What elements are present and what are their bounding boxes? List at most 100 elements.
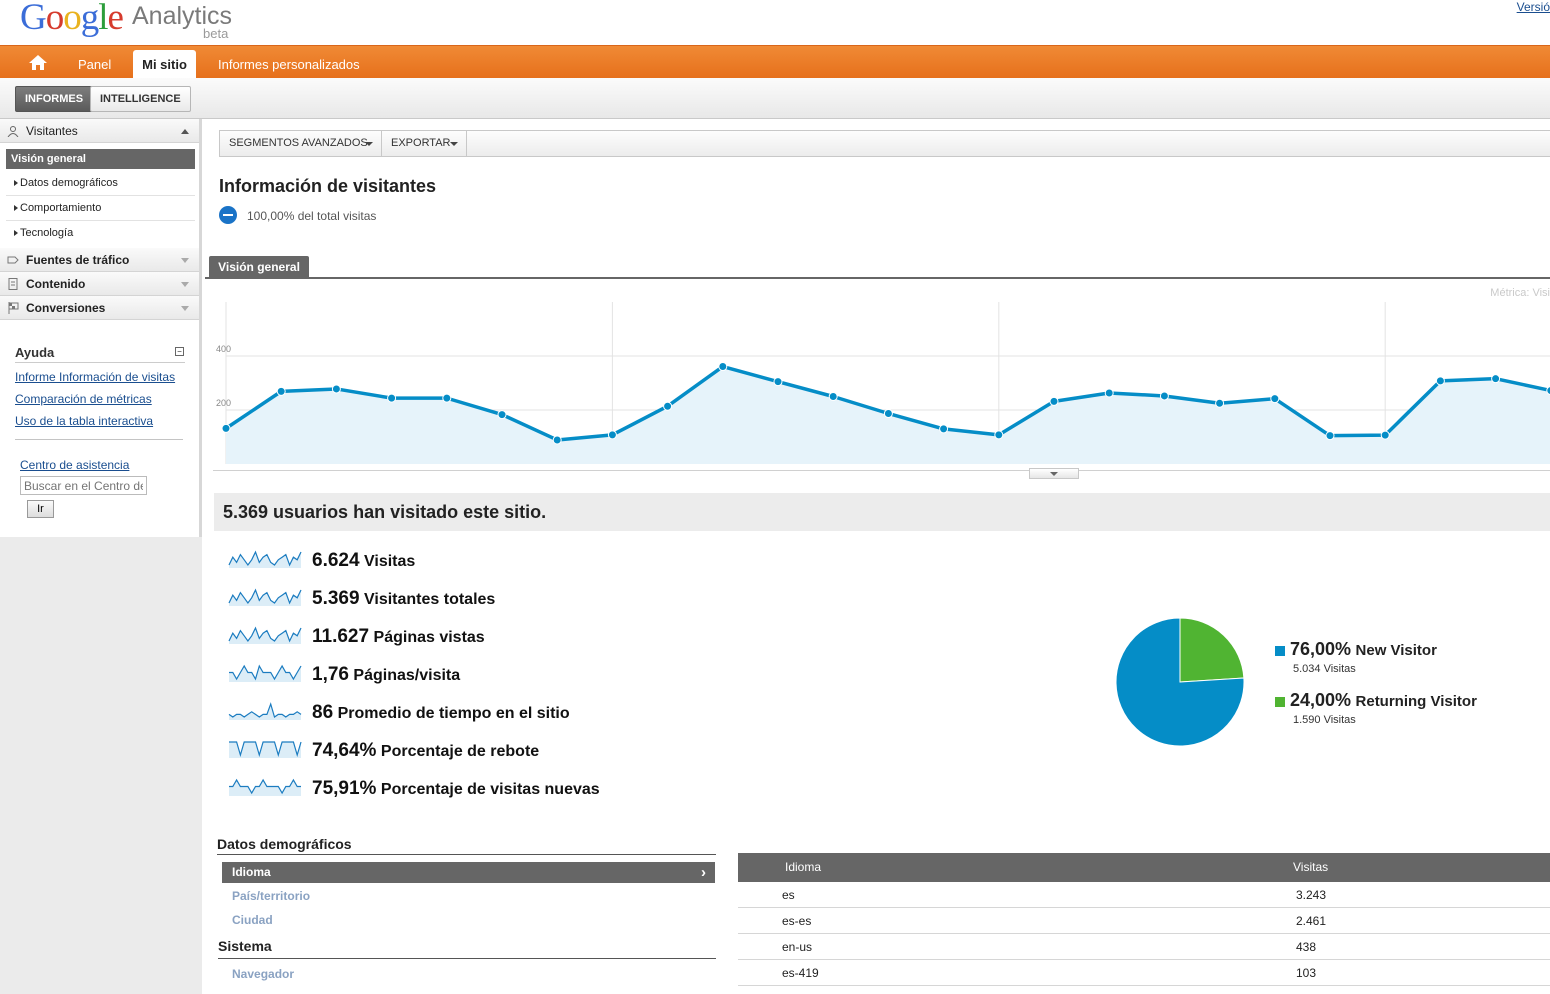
table-row[interactable]: en-us 438 [738,934,1550,960]
segmentos-avanzados-button[interactable]: SEGMENTOS AVANZADOS [220,131,382,156]
segment-pie-icon [219,206,237,224]
tab-informes[interactable]: INFORMES [15,86,94,112]
nav-mi-sitio[interactable]: Mi sitio [133,50,196,79]
sistema-navegador[interactable]: Navegador [232,967,295,981]
sidebar-section-contenido[interactable]: Contenido [0,272,199,296]
data-point[interactable] [1215,398,1225,408]
sparkline[interactable] [228,584,302,606]
sidebar: Visitantes Visión general Datos demográf… [0,119,202,994]
stat-number: 6.624 [312,550,360,571]
data-point[interactable] [276,386,286,396]
demographics-pais[interactable]: País/territorio [232,889,311,903]
sparkline-line [228,626,302,643]
data-point[interactable] [1270,394,1280,404]
sparkline[interactable] [228,774,302,796]
legend-name: New Visitor [1355,642,1437,659]
centro-asistencia-link[interactable]: Centro de asistencia [20,458,130,472]
stat-label: Porcentaje de rebote [376,743,540,760]
table-row[interactable]: es-419 103 [738,960,1550,986]
help-box: Ayuda − Informe Información de visitas C… [15,345,185,518]
google-logo[interactable]: Google [20,0,124,38]
pie-slice[interactable] [1179,617,1245,683]
sidebar-section-fuentes[interactable]: Fuentes de tráfico [0,248,199,272]
column-header-visitas[interactable]: Visitas [1293,860,1329,874]
stat-number: 86 [312,702,334,723]
sparkline[interactable] [228,698,302,720]
data-point[interactable] [1104,388,1114,398]
y-tick-label: 400 [216,344,231,354]
data-point[interactable] [331,384,341,394]
sparkline-fill [229,742,301,758]
flag-icon [8,302,19,314]
data-point[interactable] [663,401,673,411]
sidebar-section-label: Conversiones [26,301,106,315]
legend-swatch [1275,697,1285,707]
sparkline[interactable] [228,546,302,568]
sidebar-section-visitantes[interactable]: Visitantes [0,119,199,143]
sidebar-item-datos-demograficos[interactable]: Datos demográficos [6,171,195,196]
data-point[interactable] [773,377,783,387]
logo-beta-badge: beta [203,26,229,41]
data-point[interactable] [883,409,893,419]
data-point[interactable] [387,393,397,403]
sidebar-item-comportamiento[interactable]: Comportamiento [6,196,195,221]
data-point[interactable] [497,410,507,420]
sidebar-item-tecnologia[interactable]: Tecnología [6,221,195,246]
cell-idioma: es-es [782,914,812,928]
tab-divider [205,277,1550,279]
data-point[interactable] [221,423,231,433]
help-link-comparacion[interactable]: Comparación de métricas [15,392,152,406]
data-point[interactable] [939,424,949,434]
metric-selector[interactable]: Métrica: Visi [1490,287,1550,299]
data-point[interactable] [718,362,728,372]
sparkline[interactable] [228,660,302,682]
data-point[interactable] [552,435,562,445]
sub-nav: INFORMES INTELLIGENCE [0,78,1550,119]
stat-value: 74,64% Porcentaje de rebote [312,740,539,762]
help-link-informe[interactable]: Informe Información de visitas [15,370,176,384]
percent-of-total: 100,00% del total visitas [247,209,377,223]
sparkline[interactable] [228,736,302,758]
stat-value: 86 Promedio de tiempo en el sitio [312,702,570,724]
legend-name: Returning Visitor [1355,693,1477,710]
ir-button[interactable]: Ir [27,500,54,518]
data-point[interactable] [442,393,452,403]
table-row[interactable]: es 3.243 [738,882,1550,908]
tab-vision-general[interactable]: Visión general [209,256,309,278]
data-point[interactable] [828,392,838,401]
table-row[interactable]: es-es 2.461 [738,908,1550,934]
data-point[interactable] [1546,386,1550,395]
chart-resize-handle[interactable] [1029,468,1079,479]
version-link[interactable]: Versió [1516,0,1550,14]
data-point[interactable] [607,430,617,440]
divider [15,439,183,440]
nav-informes-personalizados[interactable]: Informes personalizados [218,57,360,72]
sidebar-section-conversiones[interactable]: Conversiones [0,296,199,320]
demographics-ciudad[interactable]: Ciudad [232,913,273,927]
cell-visitas: 103 [1296,966,1317,980]
pie-slice[interactable] [1115,617,1245,747]
column-header-idioma[interactable]: Idioma [785,860,822,874]
data-point[interactable] [1380,430,1390,440]
data-point[interactable] [994,430,1004,440]
data-point[interactable] [1435,376,1445,386]
sidebar-item-vision-general[interactable]: Visión general [6,149,195,169]
sparkline[interactable] [228,622,302,644]
data-point[interactable] [1491,374,1501,384]
minimize-icon[interactable]: − [175,347,184,356]
demographics-idioma[interactable]: Idioma › [222,862,715,883]
help-link-tabla[interactable]: Uso de la tabla interactiva [15,414,154,428]
legend-pct: 24,00% [1290,690,1352,710]
data-point[interactable] [1325,431,1335,441]
exportar-button[interactable]: EXPORTAR [382,131,467,156]
tab-intelligence[interactable]: INTELLIGENCE [90,86,191,112]
stat-value: 5.369 Visitantes totales [312,588,495,610]
expand-caret-icon [181,282,189,287]
help-search-input[interactable] [20,476,147,495]
sistema-title: Sistema [218,938,716,959]
home-button[interactable] [18,46,58,79]
data-point[interactable] [1159,391,1169,401]
collapse-caret-icon [181,129,189,134]
data-point[interactable] [1049,396,1059,406]
nav-panel[interactable]: Panel [78,57,112,72]
